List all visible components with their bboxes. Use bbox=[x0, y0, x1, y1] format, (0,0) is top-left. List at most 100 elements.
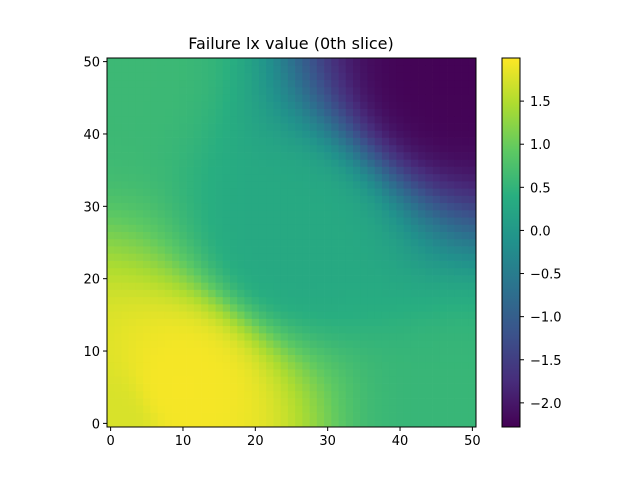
heatmap-cell bbox=[316, 238, 325, 247]
heatmap-cell bbox=[237, 86, 245, 95]
heatmap-cell bbox=[309, 296, 318, 305]
heatmap-cell bbox=[179, 289, 187, 298]
heatmap-cell bbox=[193, 296, 202, 305]
heatmap-cell bbox=[114, 325, 122, 334]
heatmap-cell bbox=[179, 238, 187, 247]
heatmap-cell bbox=[135, 318, 144, 327]
heatmap-cell bbox=[316, 72, 325, 81]
heatmap-cell bbox=[389, 224, 397, 232]
heatmap-cell bbox=[418, 347, 426, 355]
heatmap-cell bbox=[302, 72, 310, 81]
heatmap-cell bbox=[302, 253, 310, 261]
heatmap-cell bbox=[454, 72, 462, 81]
heatmap-cell bbox=[454, 144, 462, 153]
heatmap-cell bbox=[454, 419, 462, 428]
heatmap-cell bbox=[374, 137, 383, 146]
heatmap-cell bbox=[172, 130, 180, 138]
heatmap-cell bbox=[280, 224, 289, 232]
heatmap-cell bbox=[157, 325, 166, 334]
heatmap-cell bbox=[461, 181, 470, 189]
heatmap-cell bbox=[222, 79, 231, 88]
heatmap-cell bbox=[230, 369, 238, 377]
heatmap-cell bbox=[273, 318, 281, 327]
heatmap-cell bbox=[266, 369, 274, 377]
heatmap-cell bbox=[114, 260, 122, 269]
heatmap-cell bbox=[309, 347, 318, 355]
heatmap-cell bbox=[454, 318, 462, 327]
heatmap-cell bbox=[237, 361, 245, 370]
heatmap-cell bbox=[157, 173, 166, 182]
heatmap-cell bbox=[186, 123, 195, 131]
heatmap-cell bbox=[215, 79, 224, 88]
heatmap-cell bbox=[121, 217, 130, 225]
heatmap-cell bbox=[143, 347, 151, 355]
heatmap-cell bbox=[418, 289, 426, 298]
heatmap-cell bbox=[425, 209, 433, 218]
heatmap-cell bbox=[468, 144, 477, 153]
heatmap-cell bbox=[287, 188, 296, 196]
heatmap-cell bbox=[287, 202, 296, 211]
heatmap-cell bbox=[128, 217, 137, 225]
heatmap-cell bbox=[280, 231, 289, 240]
heatmap-cell bbox=[367, 94, 376, 102]
heatmap-cell bbox=[164, 282, 173, 290]
heatmap-cell bbox=[186, 79, 195, 88]
heatmap-cell bbox=[186, 72, 195, 81]
heatmap-cell bbox=[244, 361, 253, 370]
heatmap-cell bbox=[244, 94, 253, 102]
heatmap-cell bbox=[295, 354, 303, 363]
heatmap-cell bbox=[222, 144, 231, 153]
heatmap-cell bbox=[157, 354, 166, 363]
heatmap-cell bbox=[302, 289, 310, 298]
heatmap-cell bbox=[186, 159, 195, 167]
heatmap-cell bbox=[360, 246, 368, 254]
heatmap-cell bbox=[143, 173, 151, 182]
heatmap-cell bbox=[186, 296, 195, 305]
heatmap-cell bbox=[266, 137, 274, 146]
heatmap-cell bbox=[258, 325, 267, 334]
heatmap-cell bbox=[410, 260, 419, 269]
heatmap-cell bbox=[179, 340, 187, 348]
heatmap-cell bbox=[410, 369, 419, 377]
heatmap-cell bbox=[107, 260, 115, 269]
heatmap-cell bbox=[172, 419, 180, 428]
heatmap-cell bbox=[143, 282, 151, 290]
heatmap-cell bbox=[367, 152, 376, 160]
heatmap-cell bbox=[331, 246, 339, 254]
heatmap-cell bbox=[128, 224, 137, 232]
heatmap-cell bbox=[309, 108, 318, 117]
heatmap-cell bbox=[403, 231, 412, 240]
heatmap-cell bbox=[186, 101, 195, 109]
heatmap-cell bbox=[179, 108, 187, 117]
heatmap-cell bbox=[215, 267, 224, 276]
heatmap-cell bbox=[258, 72, 267, 81]
heatmap-cell bbox=[418, 173, 426, 182]
heatmap-cell bbox=[128, 79, 137, 88]
heatmap-cell bbox=[114, 311, 122, 319]
heatmap-cell bbox=[179, 173, 187, 182]
heatmap-cell bbox=[468, 209, 477, 218]
heatmap-cell bbox=[418, 340, 426, 348]
heatmap-cell bbox=[114, 130, 122, 138]
heatmap-cell bbox=[316, 260, 325, 269]
heatmap-cell bbox=[258, 152, 267, 160]
heatmap-cell bbox=[396, 289, 404, 298]
heatmap-cell bbox=[230, 296, 238, 305]
heatmap-cell bbox=[439, 209, 448, 218]
heatmap-cell bbox=[425, 405, 433, 413]
heatmap-cell bbox=[172, 369, 180, 377]
heatmap-cell bbox=[295, 253, 303, 261]
heatmap-cell bbox=[461, 332, 470, 341]
heatmap-cell bbox=[353, 282, 361, 290]
heatmap-cell bbox=[107, 108, 115, 117]
heatmap-cell bbox=[360, 202, 368, 211]
heatmap-cell bbox=[237, 115, 245, 124]
heatmap-cell bbox=[266, 108, 274, 117]
heatmap-cell bbox=[107, 130, 115, 138]
heatmap-cell bbox=[324, 296, 332, 305]
heatmap-cell bbox=[280, 188, 289, 196]
heatmap-cell bbox=[425, 123, 433, 131]
heatmap-cell bbox=[295, 101, 303, 109]
heatmap-cell bbox=[143, 217, 151, 225]
heatmap-cell bbox=[150, 253, 158, 261]
